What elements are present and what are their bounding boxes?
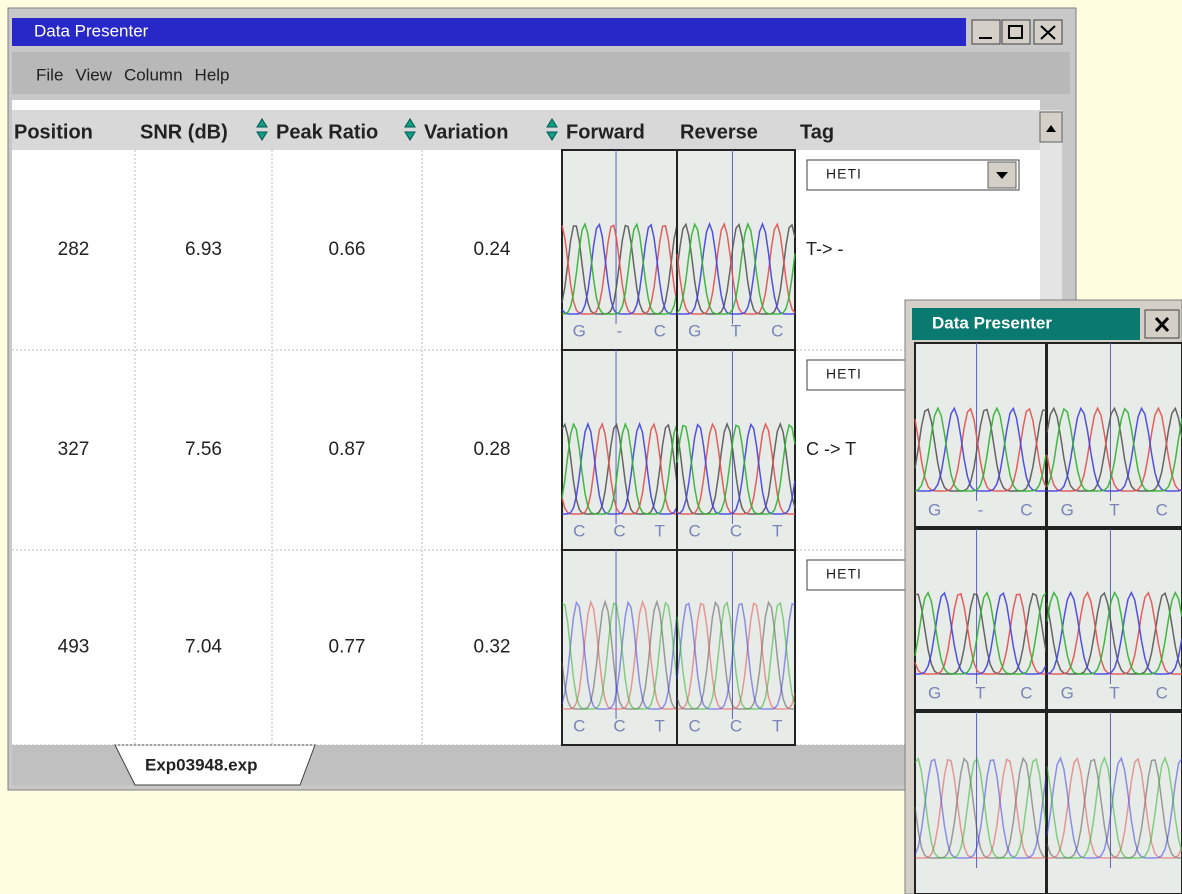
base-call: C: [1020, 500, 1032, 519]
base-call: C: [613, 716, 625, 735]
cell-value: 0.24: [474, 239, 511, 260]
screen: Data Presenter Exp03948.exp File View Colu…: [0, 0, 1182, 894]
window-controls[interactable]: [972, 20, 1062, 44]
base-call: G: [1061, 500, 1074, 519]
base-call: G: [928, 683, 941, 702]
cell-value: 6.93: [185, 239, 222, 260]
base-call: T: [1109, 683, 1119, 702]
tag-note: T-> -: [806, 239, 844, 259]
cell-value: 0.28: [474, 439, 511, 460]
base-call: C: [689, 521, 701, 540]
chromatogram-cell: [677, 350, 795, 550]
column-header[interactable]: Position: [14, 121, 93, 143]
column-header[interactable]: Peak Ratio: [276, 121, 378, 143]
base-call: C: [573, 716, 585, 735]
chromatogram-cell: [1047, 343, 1182, 527]
column-header[interactable]: Variation: [424, 121, 508, 143]
cell-value: 0.87: [329, 439, 366, 460]
window-title: Data Presenter: [34, 21, 149, 40]
cell-value: 282: [58, 239, 90, 260]
menu-item[interactable]: Help: [195, 65, 230, 84]
base-call: T: [975, 683, 985, 702]
cell-value: 7.04: [185, 637, 222, 658]
base-call: C: [771, 321, 783, 340]
page: Data Presenter Exp03948.exp File View Colu…: [0, 0, 1182, 894]
base-call: C: [730, 716, 742, 735]
table-area: [12, 100, 1040, 745]
tag-note: C -> T: [806, 439, 856, 459]
cell-value: 327: [58, 439, 90, 460]
base-call: G: [688, 321, 701, 340]
base-call: C: [689, 716, 701, 735]
chromatogram-cell: [915, 343, 1046, 527]
base-call: C: [1156, 683, 1168, 702]
base-call: T: [731, 321, 741, 340]
cell-value: 493: [58, 637, 90, 658]
menu-item[interactable]: File: [36, 65, 63, 84]
base-call: T: [1109, 500, 1119, 519]
base-call: C: [1020, 683, 1032, 702]
base-call: T: [655, 716, 665, 735]
cell-value: 0.66: [329, 239, 366, 260]
tag-value[interactable]: HETI: [826, 166, 862, 182]
base-call: C: [573, 521, 585, 540]
base-call: C: [1156, 500, 1168, 519]
column-header[interactable]: SNR (dB): [140, 121, 228, 143]
base-call: C: [654, 321, 666, 340]
tab-label[interactable]: Exp03948.exp: [145, 755, 257, 774]
base-call: T: [772, 521, 782, 540]
menu-item[interactable]: Column: [124, 65, 183, 84]
popup-close[interactable]: [1145, 310, 1179, 338]
base-call: T: [772, 716, 782, 735]
cell-value: 0.77: [329, 637, 366, 658]
popup-title: Data Presenter: [932, 313, 1052, 332]
base-call: -: [978, 500, 984, 519]
menu-item[interactable]: View: [75, 65, 112, 84]
tag-value[interactable]: HETI: [826, 566, 862, 582]
title-bar: [12, 18, 966, 46]
tag-value[interactable]: HETI: [826, 366, 862, 382]
base-call: C: [730, 521, 742, 540]
base-call: -: [617, 321, 623, 340]
cell-value: 7.56: [185, 439, 222, 460]
chromatogram-cell: [677, 150, 795, 350]
base-call: G: [1061, 683, 1074, 702]
column-header[interactable]: Tag: [800, 121, 834, 143]
cell-value: 0.32: [474, 637, 511, 658]
base-call: T: [655, 521, 665, 540]
base-call: C: [613, 521, 625, 540]
column-header[interactable]: Reverse: [680, 121, 758, 143]
base-call: G: [928, 500, 941, 519]
base-call: G: [573, 321, 586, 340]
column-header[interactable]: Forward: [566, 121, 645, 143]
